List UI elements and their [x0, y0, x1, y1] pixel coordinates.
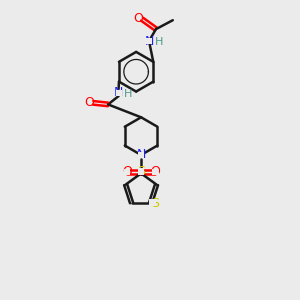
Text: H: H: [124, 89, 133, 99]
Text: N: N: [144, 34, 154, 47]
Text: N: N: [136, 148, 146, 161]
FancyBboxPatch shape: [138, 152, 144, 158]
FancyBboxPatch shape: [149, 200, 156, 206]
Text: N: N: [114, 86, 123, 99]
FancyBboxPatch shape: [124, 169, 130, 175]
Text: O: O: [122, 165, 132, 178]
FancyBboxPatch shape: [138, 168, 145, 175]
Text: S: S: [137, 165, 145, 178]
FancyBboxPatch shape: [116, 90, 122, 95]
FancyBboxPatch shape: [146, 38, 152, 44]
Text: O: O: [134, 12, 143, 25]
Text: H: H: [155, 37, 163, 47]
Text: S: S: [151, 197, 159, 210]
Text: O: O: [150, 165, 160, 178]
FancyBboxPatch shape: [152, 169, 158, 175]
Text: O: O: [84, 96, 94, 109]
